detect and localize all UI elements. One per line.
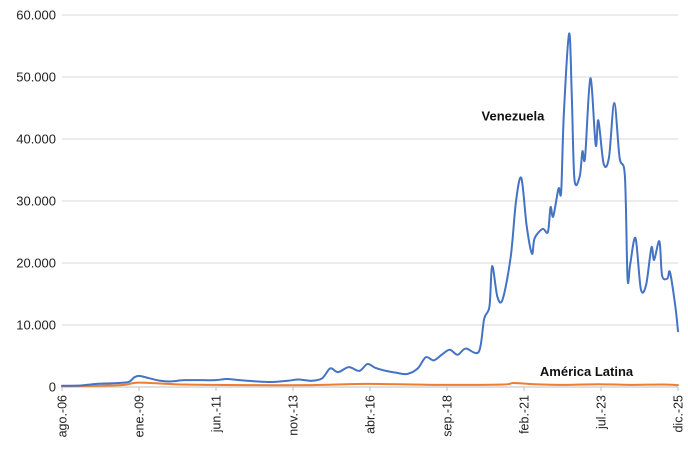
- x-tick-label: feb.-21: [518, 395, 532, 434]
- x-axis-ticks: ago.-06 ene.-09 jun.-11 nov.-13 abr.-16 sep.-…: [56, 387, 686, 437]
- y-tick-label: 60.000: [16, 8, 56, 23]
- gridlines: [62, 14, 678, 388]
- y-tick-label: 30.000: [16, 194, 56, 209]
- series-line-venezuela: [61, 32, 679, 387]
- x-tick-label: ene.-09: [133, 395, 147, 437]
- x-tick-label: nov.-13: [287, 395, 301, 436]
- x-tick-label: dic.-25: [672, 395, 686, 433]
- series-annotations: Venezuela América Latina: [482, 108, 634, 378]
- x-tick-label: abr.-16: [364, 395, 378, 434]
- x-tick-label: jul.-23: [595, 395, 609, 430]
- y-tick-label: 0: [49, 380, 56, 395]
- x-tick-label: ago.-06: [56, 395, 70, 437]
- series-annotation-label: Venezuela: [482, 108, 546, 123]
- x-tick-label: sep.-18: [441, 395, 455, 437]
- y-tick-label: 20.000: [16, 256, 56, 271]
- x-tick-label: jun.-11: [210, 395, 224, 433]
- series-line-america-latina: [61, 381, 679, 388]
- y-axis-ticks: 0 10.000 20.000 30.000 40.000 50.000 60.000: [16, 8, 56, 395]
- series-lines: [61, 32, 679, 388]
- y-tick-label: 50.000: [16, 70, 56, 85]
- series-annotation-label: América Latina: [540, 364, 634, 379]
- y-tick-label: 40.000: [16, 132, 56, 147]
- y-tick-label: 10.000: [16, 318, 56, 333]
